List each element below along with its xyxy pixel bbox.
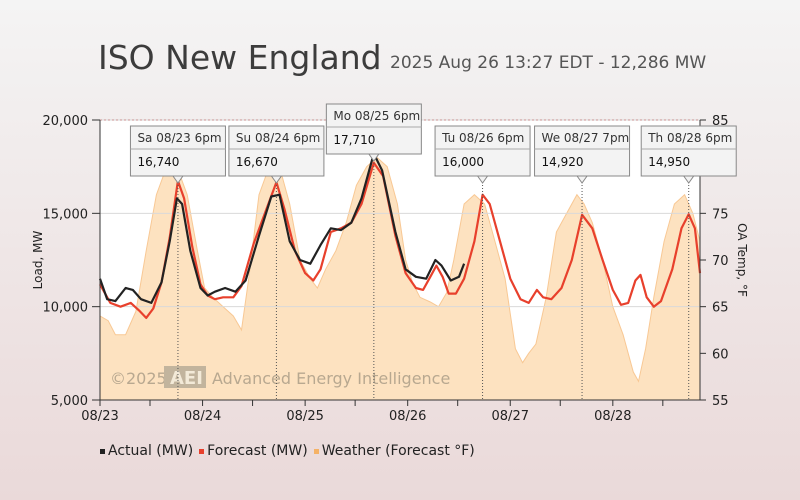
y2-tick-label: 70 (712, 254, 729, 269)
load-series (98, 152, 702, 319)
watermark: ©2025 AEI Advanced Energy Intelligence (110, 366, 450, 389)
forecast-line (99, 161, 702, 319)
y2-tick-label: 75 (712, 207, 729, 222)
legend-swatch (313, 448, 319, 454)
annotation-value: 14,950 (648, 155, 690, 169)
annotation-box (434, 125, 531, 177)
annotation-date: Su 08/24 6pm (236, 131, 320, 145)
x-tick-label: 08/27 (492, 409, 529, 424)
legend-item[interactable]: Weather (Forecast °F) (313, 443, 475, 459)
y2-axis-label: OA Temp, °F (735, 223, 749, 297)
annotation-box (228, 125, 325, 177)
y-tick-label: 15,000 (43, 207, 89, 222)
annotation-value: 16,000 (442, 155, 484, 169)
y-tick-label: 10,000 (43, 301, 89, 316)
annotation-value: 16,670 (236, 155, 278, 169)
legend-label: Forecast (MW) (207, 443, 308, 459)
annotation-pointer (576, 175, 589, 184)
annotation-box (129, 125, 226, 177)
x-tick-label: 08/25 (286, 409, 323, 424)
axes: 5,00010,00015,00020,0005560657075808508/… (43, 114, 729, 424)
annotation-box (325, 103, 422, 155)
legend-swatch (100, 448, 105, 454)
legend: Actual (MW) Forecast (MW) Weather (Forecas… (100, 443, 475, 459)
x-tick-label: 08/24 (184, 409, 221, 424)
annotation-pointer (367, 153, 380, 162)
annotation-value: 14,920 (542, 155, 584, 169)
x-tick-label: 08/28 (594, 409, 631, 424)
watermark-text: Advanced Energy Intelligence (212, 369, 450, 388)
page-title: ISO New England (98, 38, 382, 77)
annotation-date: We 08/27 7pm (542, 131, 630, 145)
annotation-callout: Sa 08/23 6pm 16,740 (129, 125, 226, 400)
y2-tick-label: 65 (712, 301, 729, 316)
y2-tick-label: 55 (712, 394, 729, 409)
y-tick-label: 20,000 (43, 114, 89, 129)
annotation-pointer (171, 175, 184, 184)
annotation-date: Sa 08/23 6pm (137, 131, 221, 145)
annotation-pointer (682, 175, 695, 184)
y2-tick-label: 60 (712, 347, 729, 362)
annotation-value: 17,710 (333, 133, 375, 147)
annotation-value: 16,740 (137, 155, 179, 169)
legend-label: Weather (Forecast °F) (321, 443, 475, 459)
annotation-pointer (270, 175, 283, 184)
y-tick-label: 5,000 (51, 394, 88, 409)
legend-item[interactable]: Forecast (MW) (199, 443, 308, 459)
watermark-year: ©2025 (110, 369, 167, 388)
y-axis-label: Load, MW (31, 231, 45, 290)
annotation-callout: Th 08/28 6pm 14,950 (640, 125, 737, 400)
legend-label: Actual (MW) (108, 443, 194, 459)
annotation-callout: Mo 08/25 6pm 17,710 (325, 103, 422, 400)
annotation-box (534, 125, 631, 177)
x-tick-label: 08/23 (81, 409, 118, 424)
annotation-callout: We 08/27 7pm 14,920 (534, 125, 631, 400)
annotation-date: Mo 08/25 6pm (333, 109, 420, 123)
annotation-box (640, 125, 737, 177)
aei-logo-box (164, 366, 206, 388)
annotation-date: Th 08/28 6pm (647, 131, 732, 145)
actual-line (98, 152, 466, 304)
x-tick-label: 08/26 (389, 409, 426, 424)
legend-swatch (199, 448, 205, 454)
annotation-callout: Su 08/24 6pm 16,670 (228, 125, 325, 400)
legend-item[interactable]: Actual (MW) (100, 443, 193, 459)
annotation-pointer (476, 175, 489, 184)
y2-tick-label: 85 (712, 114, 729, 129)
annotation-callout: Tu 08/26 6pm 16,000 (434, 125, 531, 400)
page-subtitle: 2025 Aug 26 13:27 EDT - 12,286 MW (390, 53, 707, 73)
annotation-date: Tu 08/26 6pm (441, 131, 524, 145)
aei-logo-text: AEI (170, 368, 203, 389)
annotations: Sa 08/23 6pm 16,740 Su 08/24 6pm 16,670 Mo 0… (129, 103, 737, 400)
